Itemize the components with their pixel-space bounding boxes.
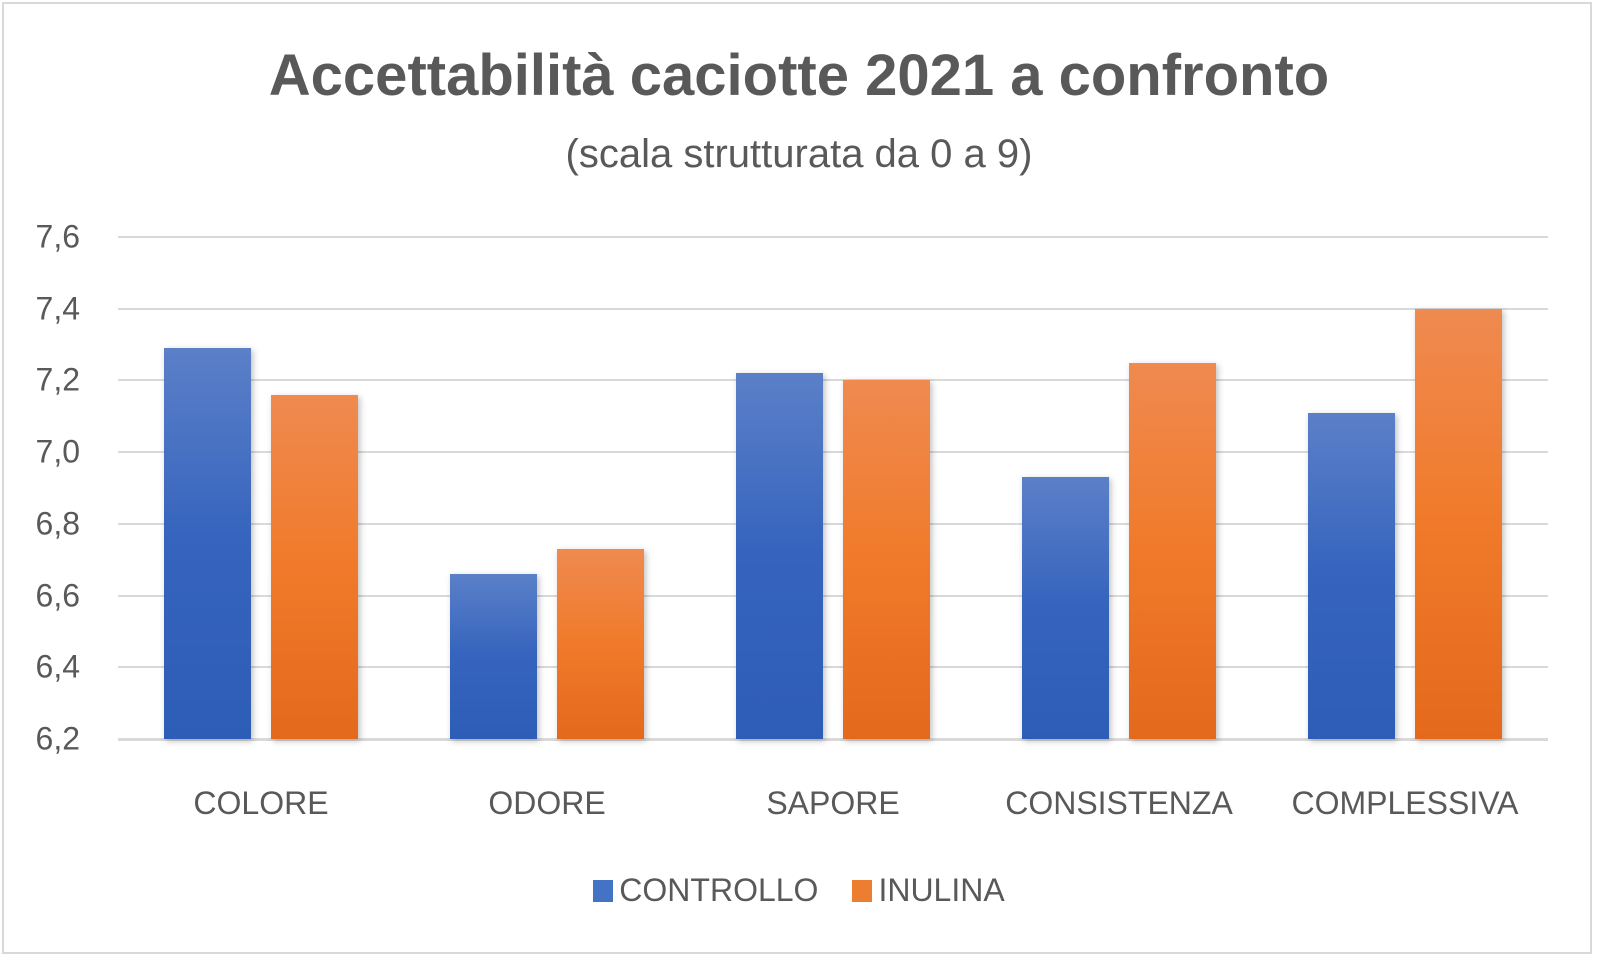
bar-inulina-sapore	[843, 380, 930, 739]
y-tick-label: 7,0	[35, 433, 80, 470]
bar-controllo-odore	[450, 574, 537, 739]
y-tick-label: 7,2	[35, 361, 80, 398]
legend-label: INULINA	[878, 872, 1005, 908]
y-tick-label: 6,4	[35, 648, 80, 685]
legend-label: CONTROLLO	[619, 872, 819, 908]
gridline	[118, 307, 1548, 310]
bar-inulina-complessiva	[1415, 308, 1502, 739]
bar-controllo-sapore	[736, 373, 823, 739]
bar-inulina-colore	[271, 394, 358, 739]
x-category-label: COLORE	[193, 785, 329, 821]
x-category-label: CONSISTENZA	[1005, 785, 1233, 821]
gridline	[118, 522, 1548, 525]
bar-inulina-consistenza	[1129, 362, 1216, 739]
legend-item-inulina: INULINA	[852, 872, 1005, 909]
y-tick-label: 7,6	[35, 218, 80, 255]
bar-controllo-consistenza	[1022, 477, 1109, 739]
y-tick-label: 7,4	[35, 290, 80, 327]
x-category-label: ODORE	[488, 785, 606, 821]
legend-swatch-icon	[593, 879, 614, 902]
y-tick-label: 6,2	[35, 720, 80, 757]
x-category-label: SAPORE	[766, 785, 900, 821]
chart-subtitle: (scala strutturata da 0 a 9)	[565, 132, 1033, 176]
x-category-label: COMPLESSIVA	[1291, 785, 1519, 821]
legend-item-controllo: CONTROLLO	[593, 872, 818, 909]
legend: CONTROLLO INULINA	[0, 872, 1598, 909]
x-axis-line	[118, 738, 1548, 741]
gridline	[118, 451, 1548, 454]
gridline	[118, 379, 1548, 382]
legend-swatch-icon	[852, 879, 873, 902]
bar-controllo-colore	[164, 348, 251, 739]
bar-inulina-odore	[557, 548, 644, 739]
gridline	[118, 666, 1548, 669]
gridline	[118, 236, 1548, 238]
gridline	[118, 594, 1548, 597]
y-tick-label: 6,8	[35, 505, 80, 542]
chart-title: Accettabilità caciotte 2021 a confronto	[268, 43, 1330, 108]
bar-controllo-complessiva	[1308, 412, 1395, 739]
y-tick-label: 6,6	[35, 577, 80, 614]
